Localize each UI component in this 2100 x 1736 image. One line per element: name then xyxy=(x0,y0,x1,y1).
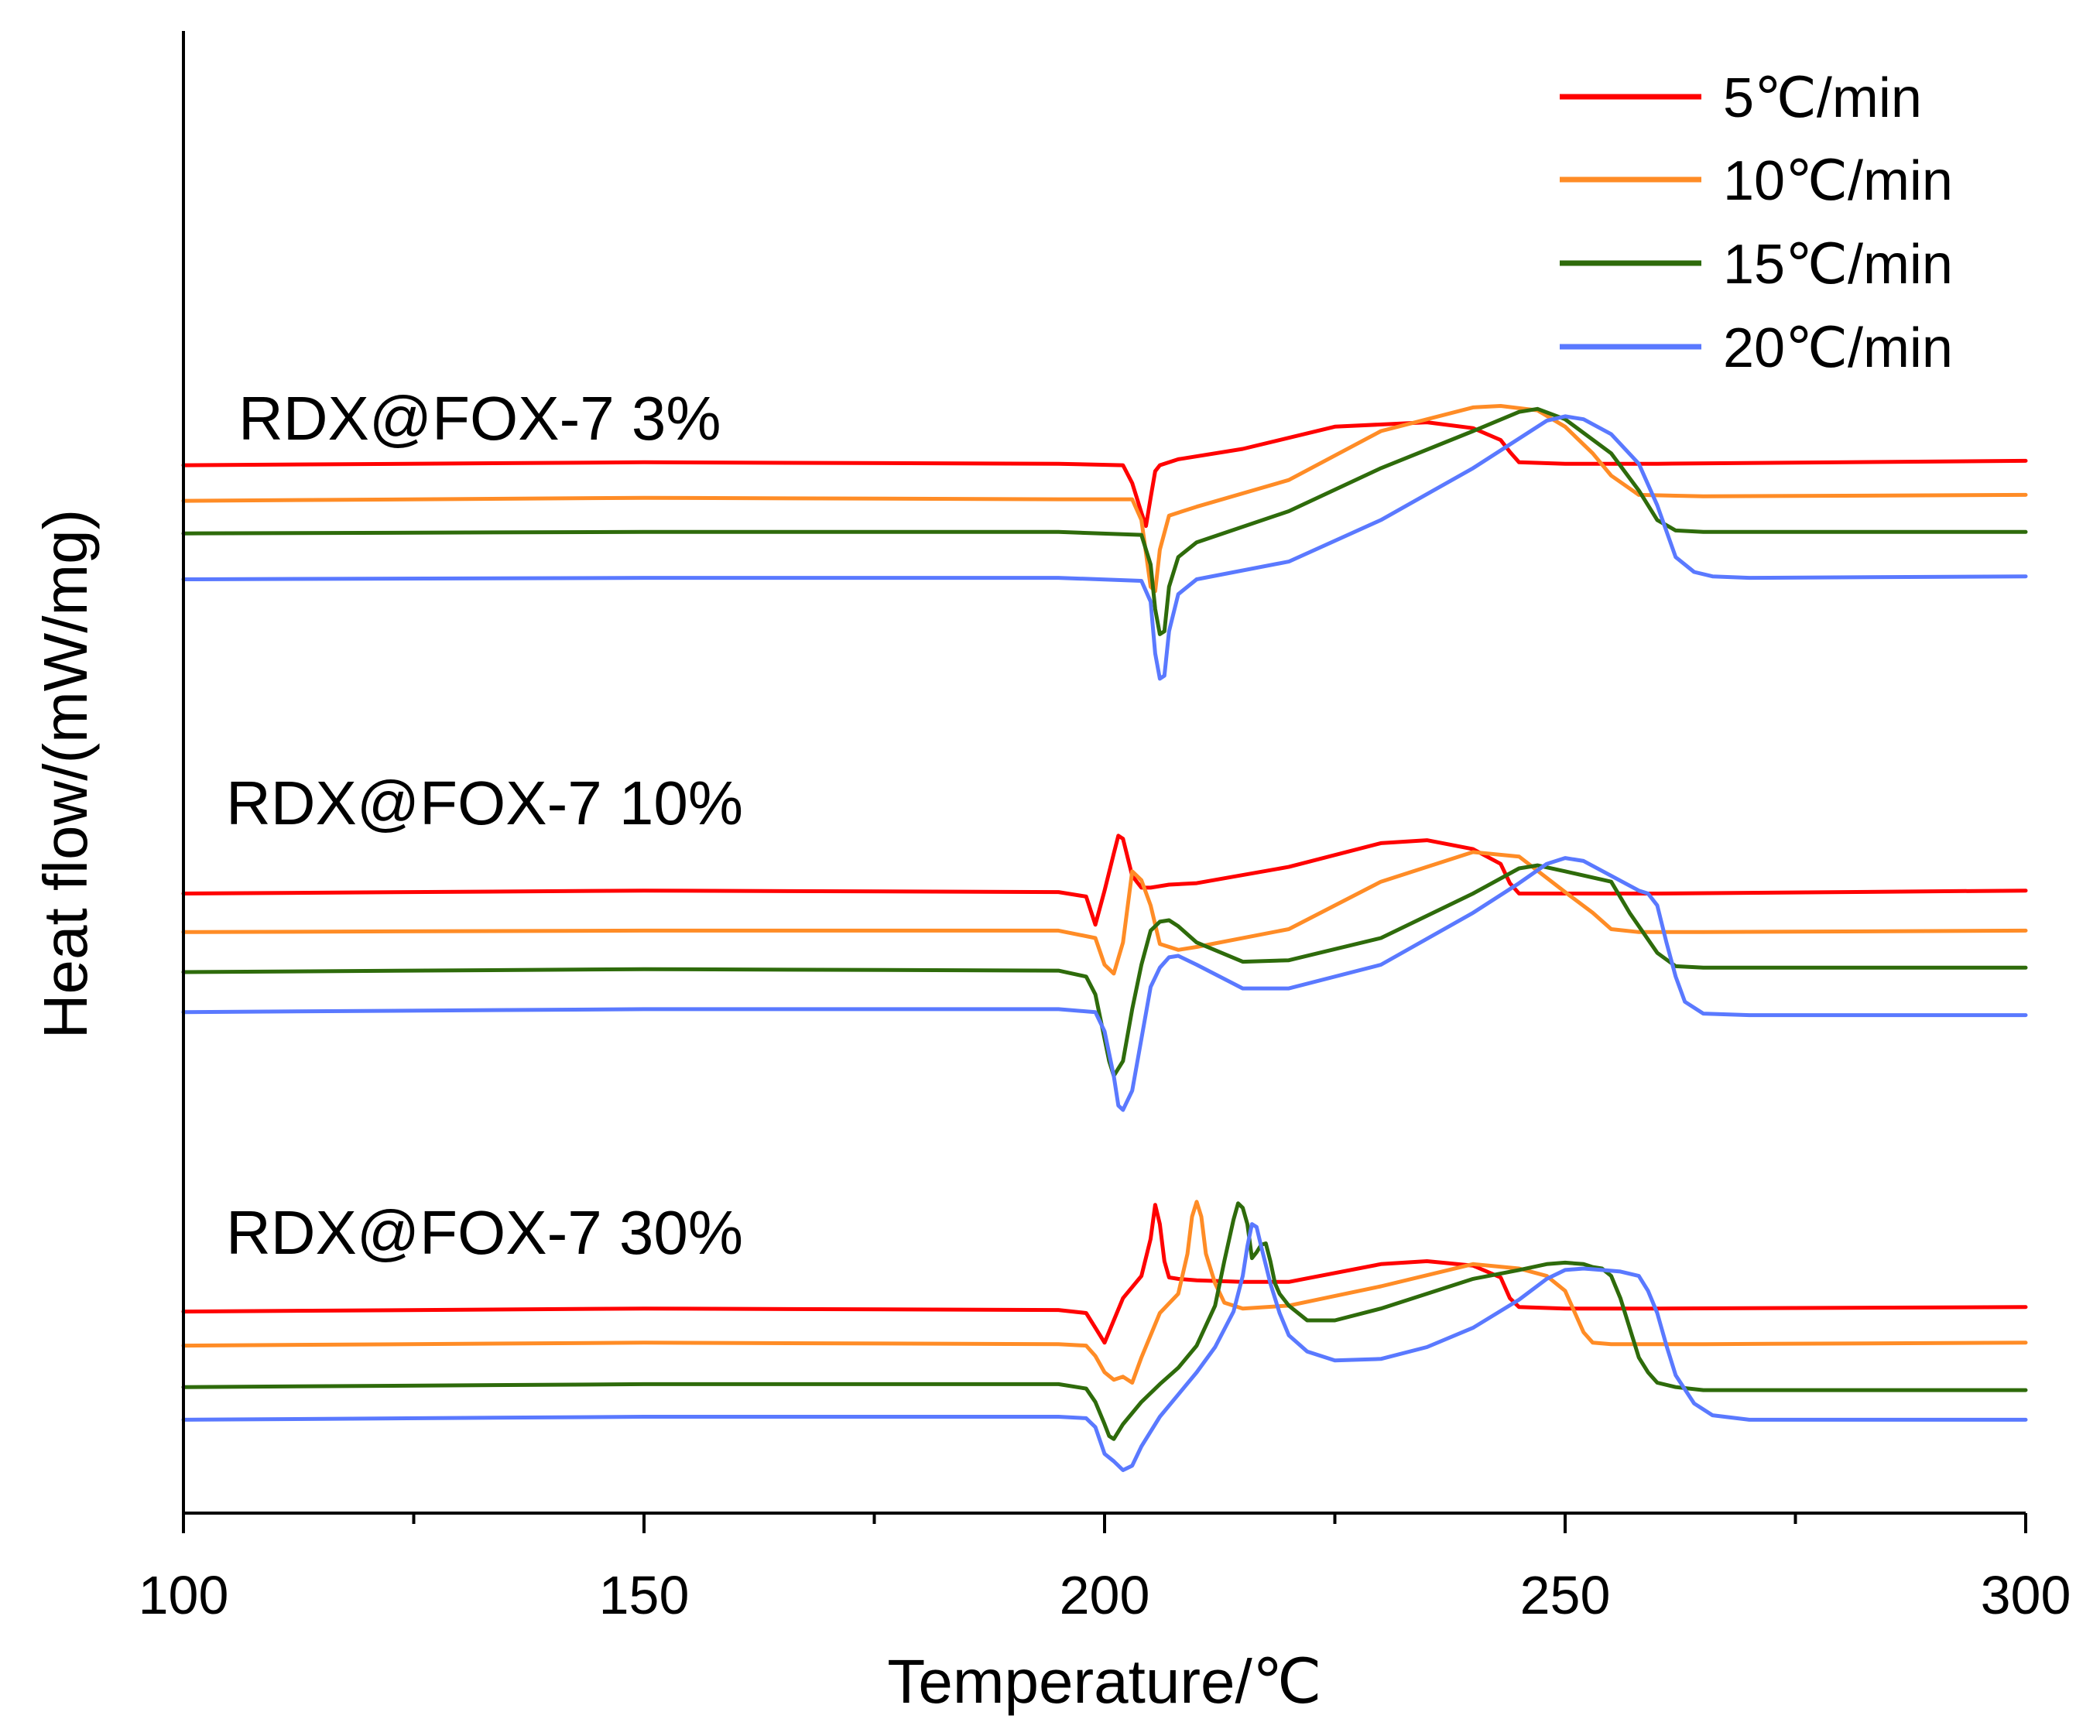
curve-group1-5cpm xyxy=(181,420,2028,529)
y-axis-title: Heat flow/(mW/mg) xyxy=(31,509,100,1039)
legend-label-15: 15℃/min xyxy=(1723,234,1953,296)
x-tick-label-250: 250 xyxy=(1520,1565,1611,1625)
group-label-10pct: RDX@FOX-7 10% xyxy=(226,769,743,837)
curve-group3-20cpm xyxy=(181,1222,2028,1472)
legend: 5℃/min 10℃/min 15℃/min 20℃/min xyxy=(1560,67,1953,379)
legend-label-5: 5℃/min xyxy=(1723,67,1922,129)
group-label-30pct: RDX@FOX-7 30% xyxy=(226,1198,743,1267)
legend-label-20: 20℃/min xyxy=(1723,317,1953,379)
curve-group2-5cpm xyxy=(181,834,2028,927)
x-tick-label-150: 150 xyxy=(599,1565,690,1625)
curve-group3-10cpm xyxy=(181,1200,2028,1385)
curve-group1-10cpm xyxy=(181,404,2028,594)
x-tick-label-100: 100 xyxy=(139,1565,229,1625)
curve-group1-20cpm xyxy=(181,414,2028,681)
x-tick-label-200: 200 xyxy=(1060,1565,1150,1625)
x-ticks: 100 150 200 250 300 xyxy=(139,1513,2071,1625)
x-axis-title: Temperature/℃ xyxy=(887,1647,1321,1716)
curve-group2-10cpm xyxy=(181,850,2028,976)
group-label-3pct: RDX@FOX-7 3% xyxy=(238,384,721,453)
plot-lines xyxy=(181,404,2028,1472)
legend-label-10: 10℃/min xyxy=(1723,150,1953,212)
curve-group2-20cpm xyxy=(181,856,2028,1112)
curve-group3-15cpm xyxy=(181,1201,2028,1441)
x-tick-label-300: 300 xyxy=(1981,1565,2071,1625)
curve-group3-5cpm xyxy=(181,1203,2028,1345)
curve-group1-15cpm xyxy=(181,406,2028,636)
